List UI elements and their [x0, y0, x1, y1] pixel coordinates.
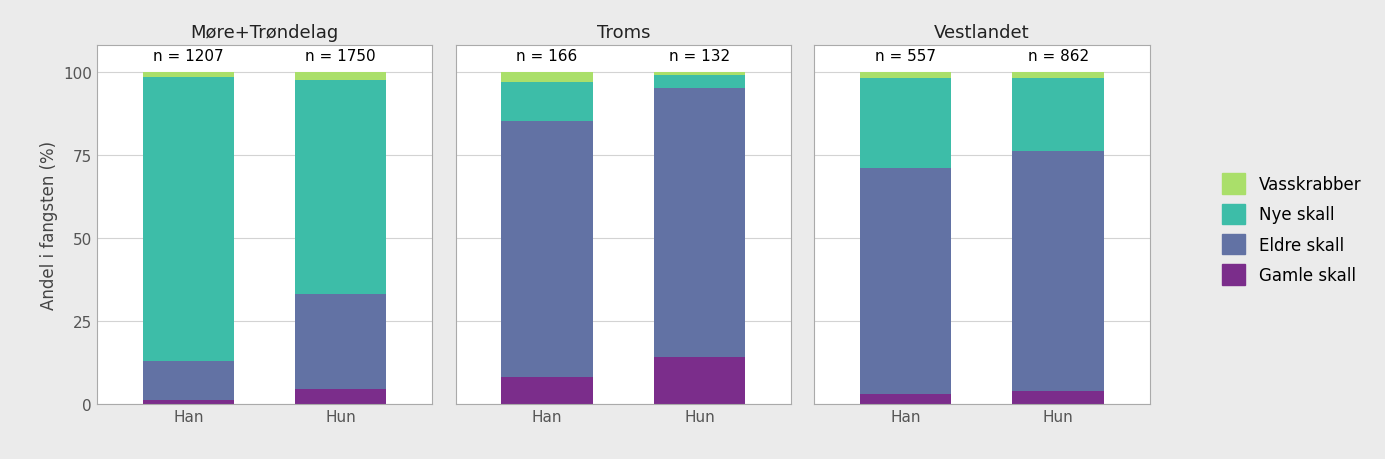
Bar	[501, 122, 593, 377]
Bar	[295, 295, 386, 389]
Title: Troms: Troms	[597, 23, 650, 42]
Bar	[860, 394, 951, 404]
Y-axis label: Andel i fangsten (%): Andel i fangsten (%)	[40, 140, 58, 309]
Bar	[295, 81, 386, 295]
Bar	[654, 76, 745, 89]
Bar	[1012, 152, 1104, 391]
Bar	[143, 78, 234, 361]
Bar	[143, 361, 234, 401]
Text: n = 132: n = 132	[669, 49, 730, 64]
Bar	[143, 73, 234, 78]
Bar	[143, 401, 234, 404]
Bar	[1012, 391, 1104, 404]
Text: n = 166: n = 166	[517, 49, 578, 64]
Title: Vestlandet: Vestlandet	[933, 23, 1030, 42]
Bar	[654, 358, 745, 404]
Text: n = 862: n = 862	[1028, 49, 1089, 64]
Bar	[501, 377, 593, 404]
Bar	[295, 389, 386, 404]
Bar	[501, 73, 593, 82]
Text: n = 1207: n = 1207	[154, 49, 224, 64]
Bar	[501, 82, 593, 122]
Bar	[1012, 73, 1104, 79]
Bar	[860, 168, 951, 394]
Bar	[860, 79, 951, 168]
Text: n = 1750: n = 1750	[306, 49, 377, 64]
Bar	[295, 73, 386, 81]
Bar	[654, 73, 745, 76]
Legend: Vasskrabber, Nye skall, Eldre skall, Gamle skall: Vasskrabber, Nye skall, Eldre skall, Gam…	[1213, 166, 1370, 293]
Title: Møre+Trøndelag: Møre+Trøndelag	[190, 23, 339, 42]
Text: n = 557: n = 557	[875, 49, 936, 64]
Bar	[1012, 79, 1104, 152]
Bar	[860, 73, 951, 79]
Bar	[654, 89, 745, 358]
